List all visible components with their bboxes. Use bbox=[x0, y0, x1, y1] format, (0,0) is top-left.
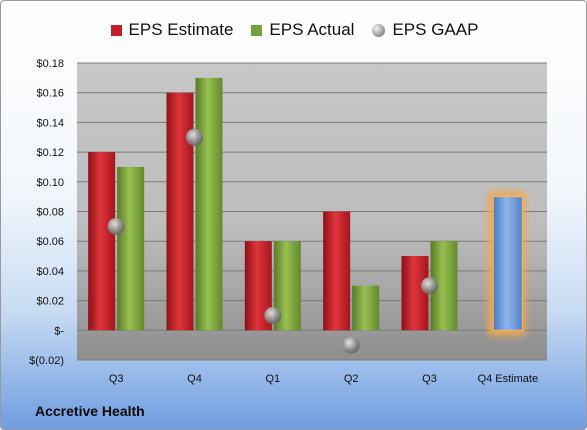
y-tick-label: $0.18 bbox=[36, 58, 64, 70]
legend-label-eps-gaap: EPS GAAP bbox=[392, 20, 479, 39]
bar-eps-estimate bbox=[88, 152, 116, 331]
point-eps-gaap bbox=[342, 336, 360, 354]
bar-eps-estimate bbox=[323, 211, 351, 331]
bar-eps-actual bbox=[117, 166, 145, 331]
legend-swatch-eps-actual bbox=[251, 24, 263, 36]
legend: EPS Estimate EPS Actual EPS GAAP bbox=[1, 15, 586, 45]
company-name: Accretive Health bbox=[35, 403, 145, 419]
grid-lines bbox=[77, 62, 547, 361]
x-tick-label: Q2 bbox=[344, 373, 359, 385]
bar-eps-estimate bbox=[166, 92, 194, 331]
y-tick-label: $0.06 bbox=[36, 236, 64, 248]
legend-item-eps-gaap: EPS GAAP bbox=[372, 20, 478, 40]
legend-swatch-eps-estimate bbox=[110, 24, 122, 36]
bar-eps-actual bbox=[352, 285, 380, 331]
point-eps-gaap bbox=[421, 277, 438, 295]
x-tick-label: Q3 bbox=[109, 373, 124, 385]
legend-item-eps-estimate: EPS Estimate bbox=[110, 20, 234, 40]
x-tick-label: Q4 Estimate bbox=[478, 373, 539, 385]
bar-eps-actual bbox=[195, 77, 223, 331]
y-tick-label: $0.12 bbox=[36, 147, 64, 159]
point-eps-gaap bbox=[107, 217, 125, 235]
legend-item-eps-actual: EPS Actual bbox=[251, 20, 354, 40]
y-tick-label: $0.14 bbox=[36, 117, 64, 129]
point-eps-gaap bbox=[264, 306, 282, 324]
y-tick-label: $0.10 bbox=[36, 177, 64, 189]
y-tick-label: $- bbox=[54, 325, 64, 337]
x-tick-label: Q3 bbox=[422, 373, 437, 385]
point-eps-gaap bbox=[186, 128, 203, 146]
x-tick-label: Q1 bbox=[265, 373, 280, 385]
x-axis-ticks: Q3 Q4 Q1 Q2 Q3 Q4 Estimate bbox=[109, 373, 538, 385]
bar-eps-estimate bbox=[401, 256, 429, 331]
legend-swatch-eps-gaap bbox=[372, 23, 386, 37]
bar-eps-forecast bbox=[492, 196, 523, 331]
y-tick-label: $0.08 bbox=[36, 207, 64, 219]
legend-label-eps-estimate: EPS Estimate bbox=[128, 20, 234, 39]
y-tick-label: $0.02 bbox=[36, 296, 64, 308]
y-tick-label: $0.04 bbox=[36, 266, 64, 278]
y-axis-ticks: $(0.02) $- $0.02 $0.04 $0.06 $0.08 $0.10 $0.12 $… bbox=[29, 58, 64, 367]
bars bbox=[88, 77, 527, 354]
x-tick-label: Q4 bbox=[187, 373, 202, 385]
y-tick-label: $0.16 bbox=[36, 88, 64, 100]
legend-label-eps-actual: EPS Actual bbox=[269, 20, 355, 39]
y-tick-label: $(0.02) bbox=[29, 355, 64, 367]
